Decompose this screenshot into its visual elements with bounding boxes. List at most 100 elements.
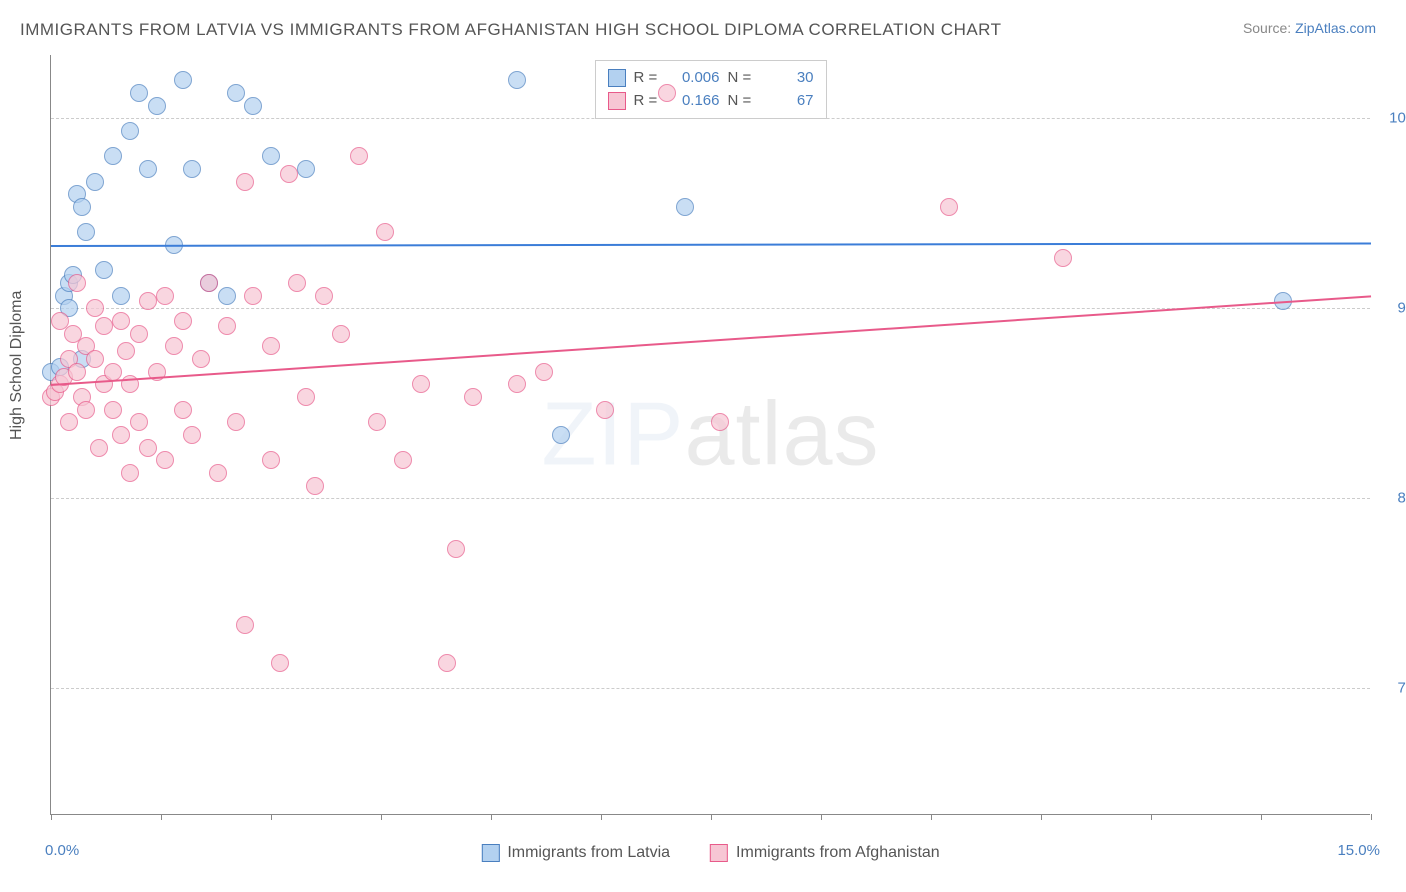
- x-tick: [491, 814, 492, 820]
- data-point: [174, 312, 192, 330]
- legend-label-latvia: Immigrants from Latvia: [507, 844, 670, 862]
- data-point: [412, 375, 430, 393]
- data-point: [112, 426, 130, 444]
- data-point: [60, 413, 78, 431]
- n-value-latvia: 30: [764, 67, 814, 90]
- swatch-afghanistan: [608, 92, 626, 110]
- data-point: [368, 413, 386, 431]
- data-point: [262, 147, 280, 165]
- data-point: [95, 317, 113, 335]
- data-point: [90, 439, 108, 457]
- grid-line: [51, 118, 1370, 119]
- y-axis-label: High School Diploma: [8, 291, 26, 440]
- watermark: ZIPatlas: [541, 383, 879, 486]
- data-point: [244, 287, 262, 305]
- data-point: [148, 97, 166, 115]
- x-tick: [1261, 814, 1262, 820]
- data-point: [280, 165, 298, 183]
- x-tick: [381, 814, 382, 820]
- data-point: [552, 426, 570, 444]
- correlation-legend: R = 0.006 N = 30 R = 0.166 N = 67: [595, 60, 827, 119]
- x-tick: [931, 814, 932, 820]
- data-point: [218, 287, 236, 305]
- data-point: [596, 401, 614, 419]
- data-point: [658, 84, 676, 102]
- data-point: [73, 198, 91, 216]
- n-value-afghanistan: 67: [764, 90, 814, 113]
- data-point: [262, 451, 280, 469]
- data-point: [86, 350, 104, 368]
- data-point: [288, 274, 306, 292]
- data-point: [218, 317, 236, 335]
- data-point: [332, 325, 350, 343]
- legend-item-latvia: Immigrants from Latvia: [481, 844, 670, 862]
- data-point: [165, 337, 183, 355]
- data-point: [209, 464, 227, 482]
- data-point: [227, 84, 245, 102]
- data-point: [112, 312, 130, 330]
- x-tick: [1041, 814, 1042, 820]
- data-point: [139, 439, 157, 457]
- data-point: [77, 401, 95, 419]
- scatter-chart: ZIPatlas R = 0.006 N = 30 R = 0.166 N = …: [50, 55, 1370, 815]
- data-point: [350, 147, 368, 165]
- data-point: [174, 401, 192, 419]
- data-point: [86, 173, 104, 191]
- r-value-afghanistan: 0.166: [670, 90, 720, 113]
- legend-row-afghanistan: R = 0.166 N = 67: [608, 90, 814, 113]
- data-point: [940, 198, 958, 216]
- data-point: [139, 292, 157, 310]
- data-point: [117, 342, 135, 360]
- data-point: [1054, 249, 1072, 267]
- data-point: [130, 84, 148, 102]
- x-tick: [1151, 814, 1152, 820]
- data-point: [130, 325, 148, 343]
- x-tick: [711, 814, 712, 820]
- x-tick: [821, 814, 822, 820]
- n-label: N =: [728, 90, 756, 113]
- legend-label-afghanistan: Immigrants from Afghanistan: [736, 844, 940, 862]
- data-point: [156, 287, 174, 305]
- data-point: [711, 413, 729, 431]
- data-point: [156, 451, 174, 469]
- legend-item-afghanistan: Immigrants from Afghanistan: [710, 844, 940, 862]
- data-point: [244, 97, 262, 115]
- data-point: [236, 616, 254, 634]
- data-point: [508, 71, 526, 89]
- source-link[interactable]: ZipAtlas.com: [1295, 20, 1376, 36]
- y-tick-label: 92.5%: [1380, 300, 1406, 317]
- data-point: [104, 147, 122, 165]
- data-point: [200, 274, 218, 292]
- data-point: [297, 160, 315, 178]
- data-point: [297, 388, 315, 406]
- data-point: [95, 261, 113, 279]
- legend-row-latvia: R = 0.006 N = 30: [608, 67, 814, 90]
- r-value-latvia: 0.006: [670, 67, 720, 90]
- data-point: [306, 477, 324, 495]
- x-tick: [161, 814, 162, 820]
- x-tick: [601, 814, 602, 820]
- grid-line: [51, 498, 1370, 499]
- grid-line: [51, 688, 1370, 689]
- watermark-atlas: atlas: [684, 384, 879, 484]
- data-point: [192, 350, 210, 368]
- y-tick-label: 85.0%: [1380, 490, 1406, 507]
- n-label: N =: [728, 67, 756, 90]
- source-credit: Source: ZipAtlas.com: [1243, 20, 1376, 36]
- chart-title: IMMIGRANTS FROM LATVIA VS IMMIGRANTS FRO…: [20, 20, 1002, 40]
- swatch-latvia-bottom: [481, 844, 499, 862]
- data-point: [676, 198, 694, 216]
- data-point: [104, 363, 122, 381]
- x-tick: [51, 814, 52, 820]
- data-point: [139, 160, 157, 178]
- swatch-afghanistan-bottom: [710, 844, 728, 862]
- data-point: [68, 274, 86, 292]
- data-point: [508, 375, 526, 393]
- swatch-latvia: [608, 69, 626, 87]
- x-tick: [271, 814, 272, 820]
- data-point: [236, 173, 254, 191]
- data-point: [121, 122, 139, 140]
- data-point: [104, 401, 122, 419]
- x-tick: [1371, 814, 1372, 820]
- data-point: [535, 363, 553, 381]
